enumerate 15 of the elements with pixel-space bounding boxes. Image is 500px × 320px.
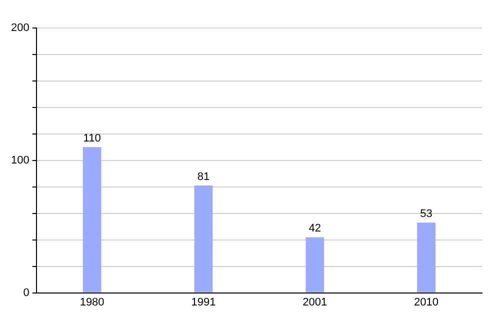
x-tick-label: 1991 xyxy=(191,296,216,308)
x-tick-label: 2010 xyxy=(414,296,439,308)
data-label: 42 xyxy=(308,222,322,235)
data-label: 81 xyxy=(197,171,210,184)
bar xyxy=(417,222,436,292)
y-tick-label: 100 xyxy=(10,154,30,166)
data-label: 110 xyxy=(83,132,101,145)
y-tick-label: 0 xyxy=(23,286,30,299)
x-tick-label: 2001 xyxy=(302,296,328,308)
bar xyxy=(194,186,213,292)
y-tick-label: 200 xyxy=(10,22,30,34)
bar xyxy=(82,147,102,292)
data-label: 53 xyxy=(420,208,432,220)
bar xyxy=(306,237,324,292)
x-tick-label: 1980 xyxy=(80,296,104,308)
